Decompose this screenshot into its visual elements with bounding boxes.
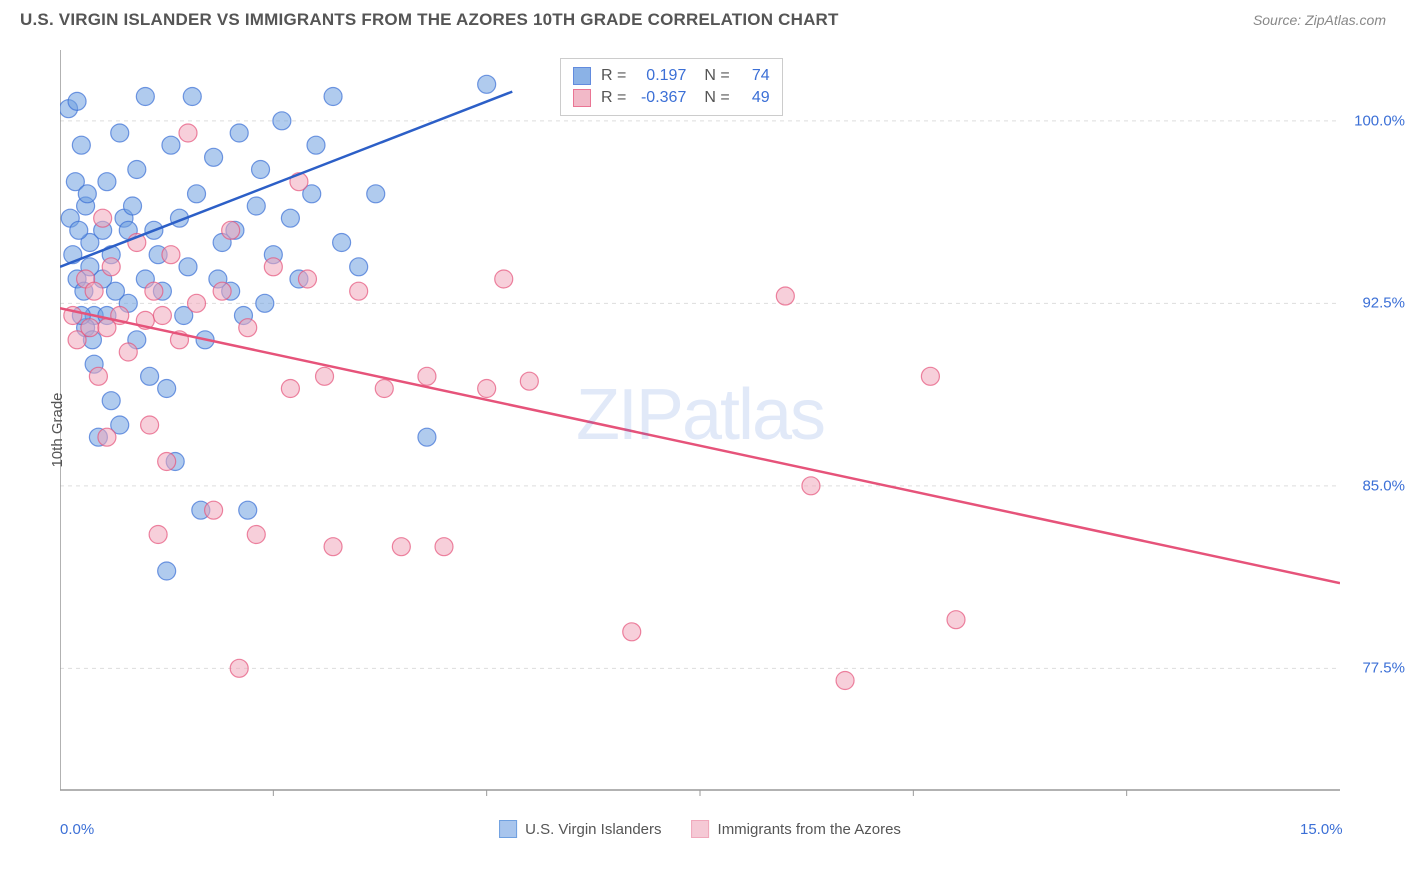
scatter-plot xyxy=(60,50,1340,810)
y-axis-label: 10th Grade xyxy=(49,392,66,467)
legend-item-azores: Immigrants from the Azores xyxy=(692,820,901,838)
stat-row: R =0.197 N =74 xyxy=(573,65,770,87)
y-tick-label: 85.0% xyxy=(1362,477,1405,494)
y-tick-label: 77.5% xyxy=(1362,660,1405,677)
y-tick-label: 92.5% xyxy=(1362,295,1405,312)
chart-title: U.S. VIRGIN ISLANDER VS IMMIGRANTS FROM … xyxy=(20,10,839,30)
legend-label: Immigrants from the Azores xyxy=(718,821,901,838)
legend-item-usvi: U.S. Virgin Islanders xyxy=(499,820,661,838)
stat-row: R =-0.367 N =49 xyxy=(573,87,770,109)
x-tick-label: 15.0% xyxy=(1300,821,1343,838)
y-tick-label: 100.0% xyxy=(1354,112,1405,129)
chart-area: 10th Grade ZIPatlas R =0.197 N =74 R =-0… xyxy=(60,50,1340,810)
legend: U.S. Virgin Islanders Immigrants from th… xyxy=(499,820,901,838)
legend-swatch-pink xyxy=(692,820,710,838)
legend-label: U.S. Virgin Islanders xyxy=(525,821,661,838)
correlation-stats-box: R =0.197 N =74 R =-0.367 N =49 xyxy=(560,58,783,116)
legend-swatch-blue xyxy=(499,820,517,838)
source-label: Source: ZipAtlas.com xyxy=(1253,12,1386,28)
x-tick-label: 0.0% xyxy=(60,821,94,838)
